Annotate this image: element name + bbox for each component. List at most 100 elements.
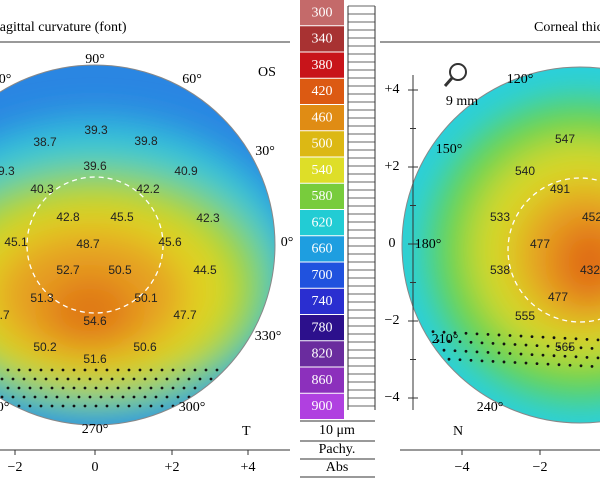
dot — [226, 404, 230, 408]
dot — [546, 344, 550, 348]
reading: 540 — [515, 164, 535, 178]
dot — [491, 342, 495, 345]
dot — [88, 377, 92, 381]
right-map — [399, 63, 600, 424]
dot — [209, 377, 213, 381]
dot — [138, 386, 142, 390]
reading: 477 — [530, 237, 550, 251]
dot — [480, 341, 484, 345]
dot — [61, 386, 65, 390]
x-tick-label: −2 — [8, 460, 23, 475]
dot — [61, 404, 65, 408]
dot — [563, 336, 567, 340]
dot — [475, 332, 479, 336]
dot — [453, 349, 457, 353]
dot — [513, 343, 517, 346]
dot — [541, 335, 545, 339]
dot — [248, 386, 252, 390]
dot — [469, 340, 473, 344]
scale-label: 780 — [312, 320, 333, 335]
angle-label: 90° — [85, 52, 105, 67]
reading: 45.6 — [158, 235, 182, 249]
dot — [94, 368, 98, 372]
dot — [519, 334, 523, 338]
magnifier-icon[interactable] — [449, 63, 467, 81]
dot — [519, 352, 523, 356]
dot — [596, 338, 600, 342]
reading: 42.8 — [56, 210, 80, 224]
dot — [33, 377, 37, 381]
dot — [110, 395, 114, 399]
dot — [508, 352, 512, 355]
dot — [237, 368, 241, 372]
reading: 491 — [550, 182, 570, 196]
dot — [513, 361, 517, 364]
dot — [193, 386, 197, 390]
dot — [590, 346, 594, 350]
dot — [33, 395, 37, 399]
scale-tick-label: +4 — [385, 82, 400, 97]
angle-label: 300° — [179, 400, 206, 415]
dot — [22, 395, 26, 399]
scale-swatch — [300, 26, 344, 52]
dot — [264, 377, 268, 381]
dot — [193, 368, 197, 372]
dot — [442, 330, 446, 334]
left-map — [0, 64, 279, 426]
dot — [165, 395, 169, 399]
unit-label: 10 μm — [319, 423, 355, 438]
dot — [552, 336, 556, 340]
dot — [55, 377, 59, 381]
dot — [497, 351, 501, 355]
dot — [248, 368, 252, 372]
dot — [187, 377, 191, 381]
dot — [61, 368, 65, 372]
dot — [94, 386, 98, 390]
dot — [22, 377, 26, 381]
dot — [77, 395, 81, 399]
dot — [0, 377, 4, 381]
dot — [552, 354, 556, 358]
dot — [409, 347, 413, 350]
dot — [66, 395, 70, 399]
dot — [182, 386, 186, 390]
dot — [39, 404, 43, 408]
dot — [171, 386, 175, 390]
dot — [160, 404, 164, 408]
dot — [399, 347, 402, 350]
dot — [431, 330, 435, 334]
reading: 565 — [555, 340, 575, 354]
dot — [502, 342, 506, 346]
reading: 45.1 — [4, 235, 28, 249]
dot — [127, 368, 131, 372]
side-label: T — [242, 424, 251, 439]
dot — [231, 377, 235, 381]
scale-swatch — [300, 367, 344, 393]
x-tick-label: 0 — [92, 460, 99, 475]
angle-label: 120° — [507, 72, 534, 87]
dot — [11, 395, 15, 399]
angle-label: 0° — [281, 235, 294, 250]
dot — [28, 386, 32, 390]
dot — [116, 368, 120, 372]
scale-label: 660 — [312, 242, 333, 257]
dot — [276, 378, 279, 381]
dot — [458, 358, 462, 362]
dot — [464, 331, 468, 335]
dot — [442, 348, 446, 352]
dot — [253, 395, 257, 399]
reading: 39.8 — [134, 134, 158, 148]
dot — [50, 404, 54, 408]
dot — [6, 368, 10, 372]
scale-label: 820 — [312, 347, 333, 362]
scale-swatch — [300, 52, 344, 78]
dot — [39, 386, 43, 390]
dot — [546, 362, 550, 366]
dot — [149, 368, 153, 372]
side-label: N — [453, 424, 463, 439]
scale-label: 860 — [312, 373, 333, 388]
scale-label: 540 — [312, 163, 333, 178]
dot — [458, 340, 462, 344]
dot — [535, 344, 539, 347]
